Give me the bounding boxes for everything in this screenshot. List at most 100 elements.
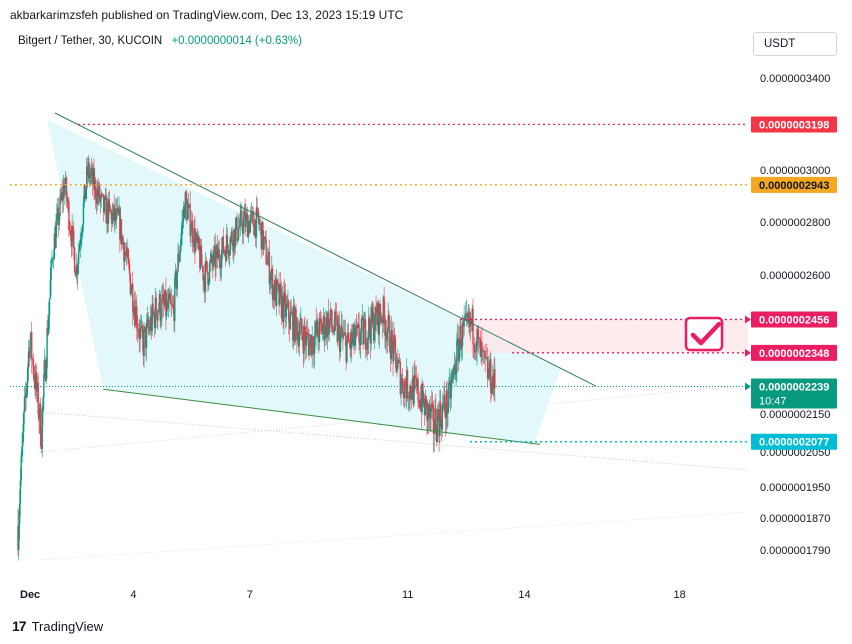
candle-body bbox=[189, 204, 191, 236]
candle-body bbox=[296, 321, 298, 341]
candle-body bbox=[58, 215, 60, 226]
price-label-box bbox=[751, 344, 837, 361]
candle-body bbox=[359, 342, 361, 345]
candle-body bbox=[493, 369, 495, 389]
candle-body bbox=[300, 318, 303, 333]
candle-body bbox=[46, 327, 48, 369]
candle-body bbox=[385, 331, 388, 341]
candle-body bbox=[380, 318, 383, 322]
candle-body bbox=[428, 404, 431, 417]
candle-body bbox=[105, 196, 107, 224]
candle-body bbox=[305, 332, 308, 346]
candle-body bbox=[22, 432, 24, 446]
candle-body bbox=[176, 272, 178, 289]
candle-body bbox=[347, 332, 350, 342]
candle-body bbox=[72, 226, 74, 231]
candle-body bbox=[102, 194, 105, 213]
currency-button[interactable]: USDT bbox=[753, 32, 837, 56]
candle-body bbox=[295, 308, 297, 322]
candle-body bbox=[472, 308, 474, 345]
y-tick-label: 0.0000001790 bbox=[760, 545, 830, 557]
candle-body bbox=[455, 372, 457, 375]
candle-body bbox=[409, 385, 411, 399]
candle-body bbox=[213, 246, 216, 251]
candle-body bbox=[201, 265, 203, 267]
candle-body bbox=[467, 317, 469, 323]
candle-body bbox=[488, 367, 490, 378]
candle-body bbox=[149, 316, 152, 331]
candle-body bbox=[385, 331, 387, 336]
candle-body bbox=[172, 305, 174, 308]
candle-body bbox=[427, 405, 429, 421]
candle-body bbox=[61, 192, 64, 201]
candle-body bbox=[233, 229, 236, 247]
candle-body bbox=[475, 350, 477, 352]
y-tick-label: 0.0000001950 bbox=[760, 482, 830, 494]
candle-body bbox=[69, 230, 71, 231]
candle-body bbox=[374, 306, 376, 331]
candle-body bbox=[197, 236, 199, 243]
candle-body bbox=[239, 212, 241, 227]
candle-body bbox=[350, 331, 352, 350]
candle-body bbox=[117, 208, 119, 215]
candle-body bbox=[48, 298, 51, 316]
candle-body bbox=[237, 238, 239, 241]
candle-body bbox=[35, 372, 37, 390]
candle-body bbox=[241, 227, 244, 234]
candle-body bbox=[162, 294, 165, 304]
candle-body bbox=[114, 209, 116, 221]
candle-body bbox=[338, 324, 341, 352]
candle-body bbox=[476, 329, 478, 351]
y-tick-label: 0.0000001870 bbox=[760, 513, 830, 525]
price-axis: 0.0000003400 0.0000003000 0.0000002800 0.00… bbox=[745, 73, 837, 557]
candle-body bbox=[434, 408, 436, 432]
candle-body bbox=[326, 312, 329, 338]
candle-body bbox=[308, 340, 310, 356]
tradingview-logo[interactable]: 17 TradingView bbox=[12, 618, 103, 634]
candle-body bbox=[251, 210, 254, 212]
candle-body bbox=[408, 397, 410, 399]
candle-body bbox=[296, 331, 299, 341]
candle-body bbox=[226, 234, 229, 246]
candle-body bbox=[252, 211, 254, 227]
candle-body bbox=[282, 296, 284, 323]
candle-body bbox=[139, 327, 141, 339]
candle-body bbox=[439, 402, 442, 421]
candle-body bbox=[232, 242, 234, 252]
y-tick-label: 0.0000003400 bbox=[760, 73, 830, 85]
candle-body bbox=[216, 245, 219, 259]
candle-body bbox=[243, 211, 246, 218]
candle-body bbox=[285, 304, 288, 318]
candle-body bbox=[490, 392, 493, 394]
candle-body bbox=[74, 272, 77, 277]
candle-body bbox=[69, 230, 72, 236]
candle-body bbox=[402, 377, 404, 393]
candle-body bbox=[33, 374, 35, 380]
candle-body bbox=[128, 264, 131, 275]
candle-body bbox=[348, 341, 351, 343]
candle-body bbox=[372, 312, 374, 322]
candle-body bbox=[216, 245, 218, 253]
candle-body bbox=[267, 251, 270, 260]
candle-body bbox=[384, 315, 386, 336]
price-label-box bbox=[751, 433, 837, 450]
candle-body bbox=[126, 248, 128, 256]
candle-body bbox=[389, 320, 391, 353]
candle-body bbox=[410, 385, 412, 396]
candle-body bbox=[92, 168, 94, 184]
candle-body bbox=[115, 209, 117, 220]
candle-body bbox=[177, 253, 179, 273]
candle-body bbox=[98, 185, 101, 202]
candle-body bbox=[309, 335, 312, 342]
candle-body bbox=[70, 235, 73, 247]
candle-body bbox=[171, 303, 174, 306]
candle-body bbox=[230, 231, 233, 238]
x-tick-label: 14 bbox=[518, 589, 530, 601]
candle-body bbox=[471, 308, 473, 325]
candle-body bbox=[192, 242, 195, 247]
candle-body bbox=[464, 317, 466, 320]
candle-body bbox=[254, 219, 256, 236]
candle-body bbox=[393, 335, 396, 339]
candle-body bbox=[299, 323, 301, 336]
